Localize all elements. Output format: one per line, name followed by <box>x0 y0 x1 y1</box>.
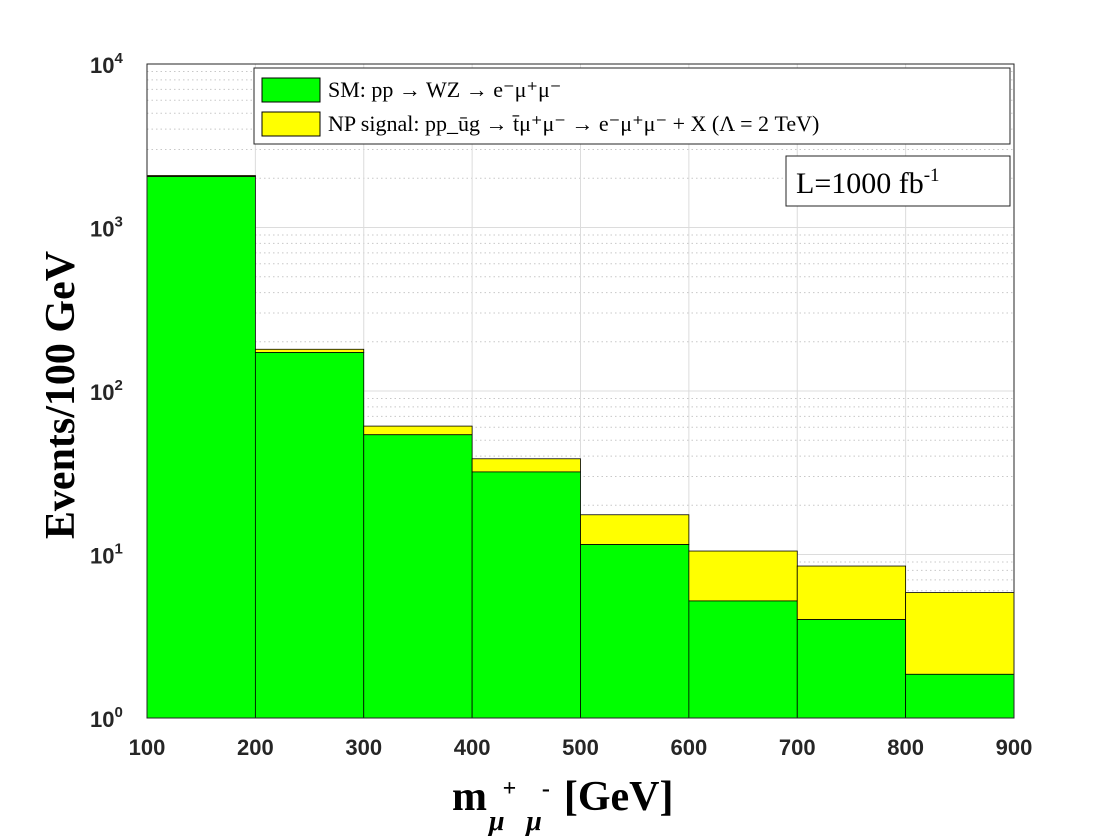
x-label-main: m <box>452 774 487 820</box>
x-label-unit: [GeV] <box>564 774 674 820</box>
legend-label-sm: SM: pp → WZ → e⁻μ⁺μ⁻ <box>328 77 561 102</box>
annotation-prefix: L=1000 fb <box>796 167 924 200</box>
annotation-box <box>785 155 1011 207</box>
annotation-exponent: -1 <box>924 165 940 186</box>
luminosity-annotation: L=1000 fb-1 <box>785 155 1011 207</box>
x-tick-label: 200 <box>237 735 274 760</box>
y-tick-label: 104 <box>90 50 123 78</box>
bar-np-signal <box>471 458 581 473</box>
legend-swatch-np <box>261 111 321 137</box>
bar-sm <box>471 471 581 719</box>
x-tick-label: 600 <box>671 735 708 760</box>
x-tick-label: 700 <box>779 735 816 760</box>
x-tick-label: 500 <box>562 735 599 760</box>
x-axis-label: mμ+μ- [GeV] <box>452 774 673 837</box>
x-tick-label: 300 <box>345 735 382 760</box>
legend-box <box>253 67 1011 145</box>
bar-sm <box>796 619 907 719</box>
x-label-sup2: - <box>542 776 550 802</box>
y-axis-label: Events/100 GeV <box>38 251 84 539</box>
bar-np-signal <box>796 565 907 620</box>
x-tick-label: 900 <box>996 735 1033 760</box>
legend-swatch-sm <box>261 77 321 103</box>
bar-sm <box>363 434 473 719</box>
x-tick-label: 100 <box>129 735 166 760</box>
bar-series <box>146 175 1015 719</box>
bar-np-signal <box>688 550 798 602</box>
legend-label-np: NP signal: pp_ūg → t̄μ⁺μ⁻ → e⁻μ⁺μ⁻ + X (… <box>328 111 819 136</box>
x-tick-label: 400 <box>454 735 491 760</box>
y-tick-label: 101 <box>90 541 123 569</box>
bar-sm <box>905 673 1015 719</box>
y-tick-label: 100 <box>90 704 123 732</box>
bar-np-signal <box>905 592 1015 675</box>
x-label-sub1: μ <box>487 806 505 837</box>
bar-np-signal <box>580 514 690 545</box>
bar-sm <box>688 600 798 719</box>
annotation-text: L=1000 fb-1 <box>796 165 940 200</box>
y-tick-labels: 100 101 102 103 104 <box>90 50 123 732</box>
bar-sm <box>254 352 365 719</box>
bar-np-signal <box>254 348 365 353</box>
x-label-sub2: μ <box>524 806 542 837</box>
bar-np-signal <box>363 425 473 436</box>
bar-sm <box>146 176 256 719</box>
legend: SM: pp → WZ → e⁻μ⁺μ⁻ NP signal: pp_ūg → … <box>253 67 1011 145</box>
x-tick-labels: 100 200 300 400 500 600 700 800 900 <box>129 735 1033 760</box>
y-tick-label: 102 <box>90 377 123 405</box>
bar-sm <box>580 544 690 719</box>
plot-area-frame <box>146 63 1015 719</box>
y-tick-label: 103 <box>90 214 123 242</box>
x-tick-label: 800 <box>887 735 924 760</box>
x-label-sup1: + <box>503 776 517 802</box>
